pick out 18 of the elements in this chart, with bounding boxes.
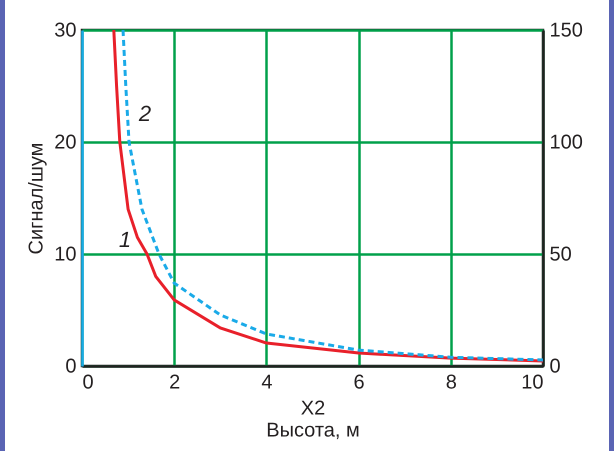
x-tick-label: 6	[354, 372, 365, 394]
y-tick-label: 0	[65, 356, 76, 378]
x-tick-label: 10	[521, 372, 544, 394]
y2-tick-label: 100	[550, 132, 583, 154]
x-tick-label: 4	[261, 372, 272, 394]
y-tick-label: 10	[54, 244, 76, 266]
x-axis-title: X2 Высота, м	[266, 398, 360, 442]
y-tick-label: 20	[54, 132, 76, 154]
y2-tick-label: 150	[550, 20, 583, 42]
series-label: 1	[118, 227, 132, 252]
y-tick-label: 30	[54, 20, 76, 42]
y2-tick-label: 0	[550, 356, 561, 378]
y-axis-title: Сигнал/шум	[25, 142, 48, 254]
y2-tick-label: 50	[550, 244, 572, 266]
x-tick-label: 2	[169, 372, 180, 394]
x-tick-label: 8	[446, 372, 457, 394]
x-tick-label: 0	[82, 372, 94, 394]
series-label: 2	[138, 101, 152, 126]
